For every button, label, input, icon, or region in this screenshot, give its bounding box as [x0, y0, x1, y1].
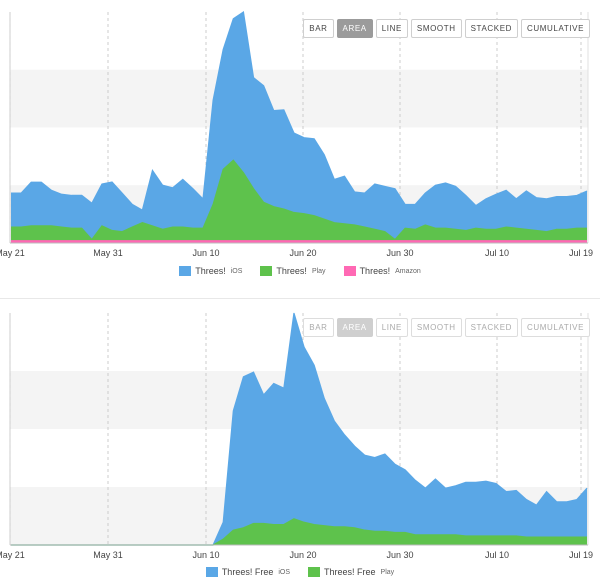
bottom-area-button[interactable]: AREA — [336, 318, 373, 337]
area-chart-top: May 21 May 31 Jun 10 Jun 20 Jun 30 Jul 10 Jul … — [0, 10, 593, 258]
bottom-cumulative-button[interactable]: CUMULATIVE — [521, 318, 590, 337]
x-tick-label: Jul 19 — [569, 550, 593, 560]
series-line-threes-ios — [11, 10, 588, 212]
legend-bottom: Threes! Free iOS Threes! Free Play — [0, 567, 600, 577]
grid-band — [10, 69, 588, 128]
bottom-smooth-button[interactable]: SMOOTH — [410, 318, 462, 337]
x-tick-label: May 21 — [0, 248, 25, 258]
series-area-threes-ios — [11, 12, 587, 243]
legend-platform: iOS — [230, 267, 243, 275]
x-tick-label: May 31 — [93, 550, 123, 560]
chart-panel-top: May 21 May 31 Jun 10 Jun 20 Jun 30 Jul 10 Jul … — [0, 0, 600, 290]
bottom-line-button[interactable]: LINE — [375, 318, 408, 337]
top-stacked-button[interactable]: STACKED — [464, 19, 519, 38]
x-tick-label: Jul 19 — [569, 248, 593, 258]
x-tick-label: Jun 20 — [289, 550, 316, 560]
x-tick-label: Jun 30 — [386, 550, 413, 560]
x-tick-label: Jun 20 — [289, 248, 316, 258]
legend-swatch — [308, 567, 321, 577]
series-area-threes-free-ios — [11, 313, 587, 545]
x-tick-label: Jul 10 — [485, 550, 509, 560]
legend-item[interactable]: Threes! iOS — [179, 266, 242, 276]
legend-platform: iOS — [278, 568, 291, 576]
area-chart-bottom: May 21 May 31 Jun 10 Jun 20 Jun 30 Jul 10 Jul … — [0, 312, 593, 560]
top-line-button[interactable]: LINE — [375, 19, 408, 38]
legend-item[interactable]: Threes! Free Play — [308, 567, 394, 577]
chart-toolbar-bottom: BAR AREA LINE SMOOTH STACKED CUMULATIVE — [303, 318, 590, 337]
panel-divider — [0, 298, 600, 299]
x-tick-label: May 21 — [0, 550, 25, 560]
x-tick-label: May 31 — [93, 248, 123, 258]
legend-item[interactable]: Threes! Free iOS — [205, 567, 291, 577]
legend-platform: Amazon — [395, 267, 421, 275]
legend-top: Threes! iOS Threes! Play Threes! Amazon — [0, 266, 600, 276]
legend-label: Threes! — [276, 266, 307, 276]
legend-swatch — [179, 266, 192, 276]
bottom-bar-button[interactable]: BAR — [303, 318, 334, 337]
legend-swatch — [343, 266, 356, 276]
top-bar-button[interactable]: BAR — [303, 19, 334, 38]
x-tick-label: Jun 10 — [192, 550, 219, 560]
legend-label: Threes! Free — [324, 567, 376, 577]
top-area-button[interactable]: AREA — [336, 19, 373, 38]
bottom-stacked-button[interactable]: STACKED — [464, 318, 519, 337]
legend-item[interactable]: Threes! Play — [260, 266, 326, 276]
series-area-threes-free-play — [11, 518, 587, 545]
x-tick-label: Jul 10 — [485, 248, 509, 258]
legend-item[interactable]: Threes! Amazon — [343, 266, 421, 276]
series-area-threes-play — [11, 160, 587, 243]
x-tick-label: Jun 30 — [386, 248, 413, 258]
top-smooth-button[interactable]: SMOOTH — [410, 19, 462, 38]
legend-label: Threes! — [195, 266, 226, 276]
legend-platform: Play — [311, 267, 326, 275]
legend-label: Threes! Free — [221, 567, 274, 577]
chart-toolbar-top: BAR AREA LINE SMOOTH STACKED CUMULATIVE — [303, 19, 590, 38]
series-line-threes-play — [11, 159, 587, 241]
legend-platform: Play — [380, 568, 395, 576]
chart-panel-bottom: May 21 May 31 Jun 10 Jun 20 Jun 30 Jul 10 Jul … — [0, 306, 600, 584]
top-cumulative-button[interactable]: CUMULATIVE — [521, 19, 590, 38]
legend-swatch — [205, 567, 218, 577]
legend-swatch — [260, 266, 273, 276]
legend-label: Threes! — [359, 266, 391, 276]
x-tick-label: Jun 10 — [192, 248, 219, 258]
